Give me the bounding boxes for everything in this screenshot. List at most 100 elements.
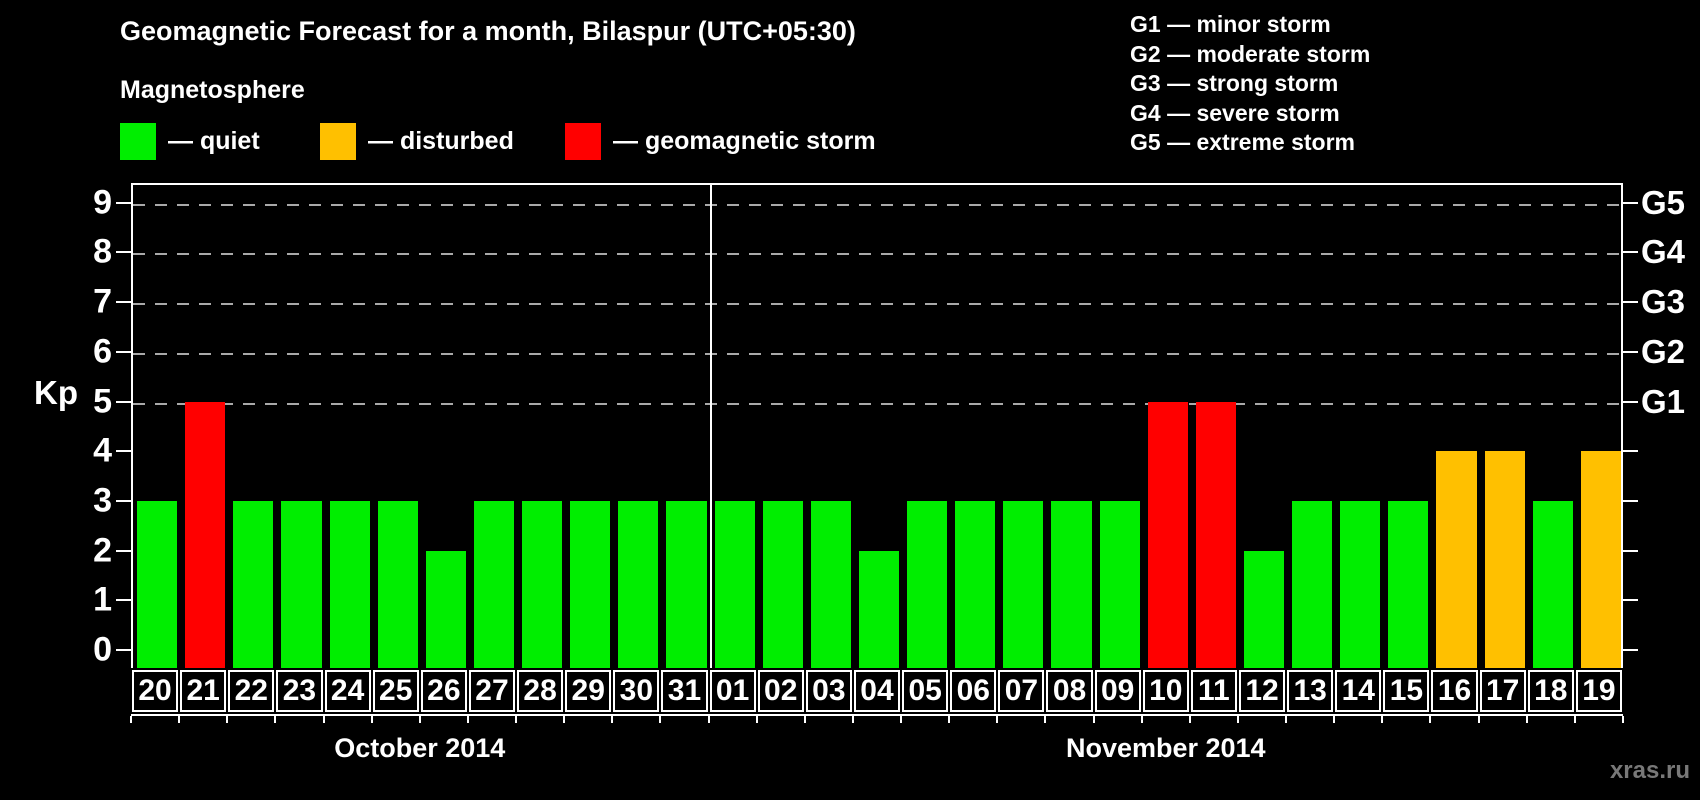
day-boundary-tick <box>1092 716 1095 723</box>
date-cell: 24 <box>324 670 371 712</box>
date-cell: 08 <box>1046 670 1093 712</box>
bar-day-28 <box>522 500 563 668</box>
bar-day-16 <box>1436 451 1477 668</box>
right-axis-tick <box>1623 251 1638 254</box>
date-cell: 06 <box>950 670 997 712</box>
date-cell: 10 <box>1142 670 1189 712</box>
y-tick-label: 4 <box>93 431 112 470</box>
date-cell: 20 <box>132 670 179 712</box>
day-boundary-tick <box>1477 716 1480 723</box>
day-boundary-tick <box>1140 716 1143 723</box>
day-boundary-tick <box>803 716 806 723</box>
left-axis-tick <box>116 201 131 204</box>
date-cell: 11 <box>1190 670 1237 712</box>
y-tick-label: 2 <box>93 531 112 570</box>
date-axis-row: 20 21 22 23 24 25 26 27 28 29 30 31 01 02 03 04 05 06 07 08… <box>131 670 1623 712</box>
left-axis-tick <box>116 649 131 651</box>
bar-day-13 <box>1292 500 1333 668</box>
gridline-kp6 <box>133 352 1621 355</box>
right-axis-tick <box>1623 450 1638 453</box>
watermark: xras.ru <box>1609 757 1690 784</box>
g-axis-label: G1 <box>1641 382 1686 420</box>
bar-day-06 <box>955 500 996 668</box>
bar-day-17 <box>1484 451 1525 668</box>
date-cell: 31 <box>661 670 708 712</box>
left-axis-tick <box>116 450 131 453</box>
date-cell: 27 <box>468 670 516 712</box>
date-cell: 22 <box>228 670 275 712</box>
y-tick-label: 9 <box>93 183 112 222</box>
bar-day-29 <box>570 500 611 668</box>
bar-day-04 <box>858 550 900 668</box>
bar-day-03 <box>810 500 851 668</box>
date-cell: 03 <box>805 670 852 712</box>
date-cell: 19 <box>1575 670 1622 712</box>
bar-day-11 <box>1195 401 1236 668</box>
day-boundary-tick <box>948 716 951 723</box>
date-cell: 12 <box>1238 670 1286 712</box>
g-axis-label: G3 <box>1641 283 1686 321</box>
y-tick-label: 8 <box>93 232 112 271</box>
date-cell: 25 <box>372 670 419 712</box>
legend-item-label: — disturbed <box>368 127 514 155</box>
y-tick-label: 7 <box>93 282 112 321</box>
date-cell: 16 <box>1431 670 1478 712</box>
bar-day-30 <box>618 500 659 668</box>
day-boundary-tick <box>1573 716 1576 723</box>
y-tick-label: 6 <box>93 332 112 371</box>
g-legend-line: G5 — extreme storm <box>1130 129 1355 155</box>
month-label: November 2014 <box>1065 733 1266 763</box>
date-cell: 04 <box>853 670 901 712</box>
date-cell: 01 <box>709 670 756 712</box>
day-boundary-tick <box>1381 716 1384 723</box>
bar-day-31 <box>666 500 707 668</box>
right-axis-tick <box>1623 649 1638 651</box>
day-boundary-tick <box>611 716 614 723</box>
date-cell: 02 <box>757 670 804 712</box>
day-boundary-tick <box>515 716 518 723</box>
date-cell: 14 <box>1335 670 1382 712</box>
g-legend-line: G2 — moderate storm <box>1130 40 1371 67</box>
storm-color-swatch <box>565 122 601 160</box>
legend-item-label: — quiet <box>168 127 260 155</box>
month-label: October 2014 <box>334 733 506 763</box>
bar-day-21 <box>185 401 226 668</box>
plot-area <box>131 183 1623 668</box>
legend-item-quiet: — quiet <box>120 122 260 160</box>
bar-day-15 <box>1388 500 1429 668</box>
day-boundary-tick <box>996 716 999 723</box>
legend-item-storm: — geomagnetic storm <box>565 122 876 160</box>
gridline-kp8 <box>133 253 1621 256</box>
day-boundary-tick <box>659 716 662 723</box>
date-cell: 28 <box>517 670 564 712</box>
g-legend-line: G1 — minor storm <box>1130 11 1331 37</box>
bar-day-12 <box>1243 550 1285 668</box>
g-scale-legend: G1 — minor storm G2 — moderate storm G3 … <box>1130 10 1370 158</box>
day-boundary-tick <box>1333 716 1336 723</box>
legend-item-label: — geomagnetic storm <box>613 127 876 155</box>
bar-day-23 <box>281 500 322 668</box>
gridline-kp9 <box>133 203 1621 206</box>
left-axis-tick <box>116 350 131 353</box>
date-cell: 21 <box>180 670 227 712</box>
month-divider <box>709 185 712 668</box>
right-axis-tick <box>1623 400 1638 403</box>
day-boundary-tick <box>1188 716 1191 723</box>
gridline-kp7 <box>133 303 1621 306</box>
date-cell: 29 <box>565 670 612 712</box>
legend-title: Magnetosphere <box>120 76 305 104</box>
day-boundary-tick <box>418 716 421 723</box>
day-boundary-tick <box>851 716 854 723</box>
date-cell: 09 <box>1094 670 1141 712</box>
date-cell: 30 <box>613 670 660 712</box>
day-boundary-tick <box>178 716 181 723</box>
bar-day-14 <box>1340 500 1381 668</box>
day-boundary-tick <box>1525 716 1528 723</box>
left-axis-tick <box>116 301 131 304</box>
date-cell: 13 <box>1287 670 1334 712</box>
y-tick-label: 0 <box>93 630 112 669</box>
date-cell: 15 <box>1383 670 1430 712</box>
day-boundary-tick <box>900 716 903 723</box>
date-cell: 05 <box>902 670 949 712</box>
day-boundary-tick <box>322 716 325 723</box>
